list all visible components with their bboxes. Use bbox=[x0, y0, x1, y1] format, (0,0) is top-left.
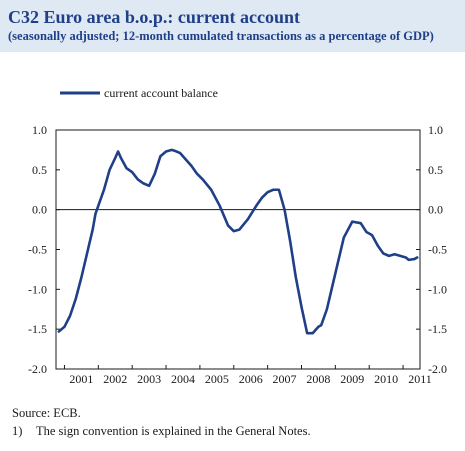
y-tick-label-right: -0.5 bbox=[428, 243, 447, 257]
y-tick-label-right: -1.5 bbox=[428, 322, 447, 336]
line-chart: current account balance 1.0 1.0 0.5 0.5 0.0 0… bbox=[28, 86, 447, 386]
plot-area: 1.0 1.0 0.5 0.5 0.0 0.0 -0.5 -0.5 -1.0 -1.0 -1.5 -1… bbox=[28, 123, 447, 386]
x-tick-label: 2004 bbox=[171, 372, 195, 386]
x-tick-label: 2007 bbox=[273, 372, 297, 386]
x-tick-label: 2009 bbox=[340, 372, 364, 386]
y-tick-label-left: -1.0 bbox=[28, 282, 47, 296]
x-tick-label: 2010 bbox=[374, 372, 398, 386]
x-tick-label: 2003 bbox=[137, 372, 161, 386]
y-tick-label-left: 0.5 bbox=[32, 163, 47, 177]
y-tick-label-left: -1.5 bbox=[28, 322, 47, 336]
y-tick-label-left: -2.0 bbox=[28, 362, 47, 376]
legend: current account balance bbox=[60, 86, 218, 100]
y-tick-label-left: 0.0 bbox=[32, 203, 47, 217]
y-tick-label-right: 1.0 bbox=[428, 123, 443, 137]
y-tick-label-right: 0.0 bbox=[428, 203, 443, 217]
y-tick-label-left: -0.5 bbox=[28, 243, 47, 257]
y-tick-label-right: -2.0 bbox=[428, 362, 447, 376]
x-tick-label: 2008 bbox=[306, 372, 330, 386]
y-tick-label-left: 1.0 bbox=[32, 123, 47, 137]
footnote-marker: 1) bbox=[12, 424, 23, 438]
source-note: Source: ECB. bbox=[12, 406, 81, 420]
x-tick-label: 2011 bbox=[408, 372, 432, 386]
y-tick-label-right: -1.0 bbox=[428, 282, 447, 296]
x-tick-label: 2001 bbox=[69, 372, 93, 386]
x-tick-label: 2006 bbox=[239, 372, 263, 386]
footnote-text: The sign convention is explained in the … bbox=[36, 424, 311, 438]
x-tick-label: 2005 bbox=[205, 372, 229, 386]
chart-title: C32 Euro area b.o.p.: current account bbox=[8, 7, 300, 27]
legend-label: current account balance bbox=[104, 86, 218, 100]
header-band bbox=[0, 0, 465, 52]
footnote: 1) The sign convention is explained in th… bbox=[12, 424, 311, 439]
series-line-current-account-balance bbox=[57, 148, 419, 335]
chart-subtitle: (seasonally adjusted; 12-month cumulated… bbox=[8, 29, 434, 43]
y-tick-label-right: 0.5 bbox=[428, 163, 443, 177]
x-tick-label: 2002 bbox=[103, 372, 127, 386]
